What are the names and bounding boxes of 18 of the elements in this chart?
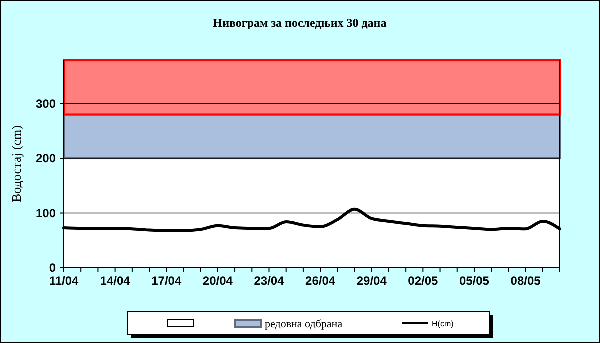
y-tick-label: 0 <box>49 261 56 276</box>
y-tick-label: 100 <box>36 206 56 220</box>
x-tick-label: 20/04 <box>202 274 234 288</box>
x-tick-label: 14/04 <box>100 274 131 288</box>
x-tick-label: 23/04 <box>254 274 285 288</box>
x-tick-label: 26/04 <box>306 274 336 288</box>
x-tick-label: 02/05 <box>408 274 439 288</box>
chart-title: Нивограм за последњих 30 дана <box>213 16 387 30</box>
y-tick-label: 200 <box>36 152 56 166</box>
legend-label: H(cm) <box>432 319 454 328</box>
x-tick-label: 05/05 <box>459 274 490 288</box>
x-tick-label: 08/05 <box>510 274 542 288</box>
x-tick-label: 29/04 <box>356 274 388 288</box>
x-tick-label: 11/04 <box>49 274 80 288</box>
y-tick-label: 300 <box>36 96 56 111</box>
legend-label: редовна одбрана <box>265 318 343 330</box>
y-axis-title: Водостај (cm) <box>9 125 24 203</box>
x-tick-label: 17/04 <box>152 274 182 288</box>
